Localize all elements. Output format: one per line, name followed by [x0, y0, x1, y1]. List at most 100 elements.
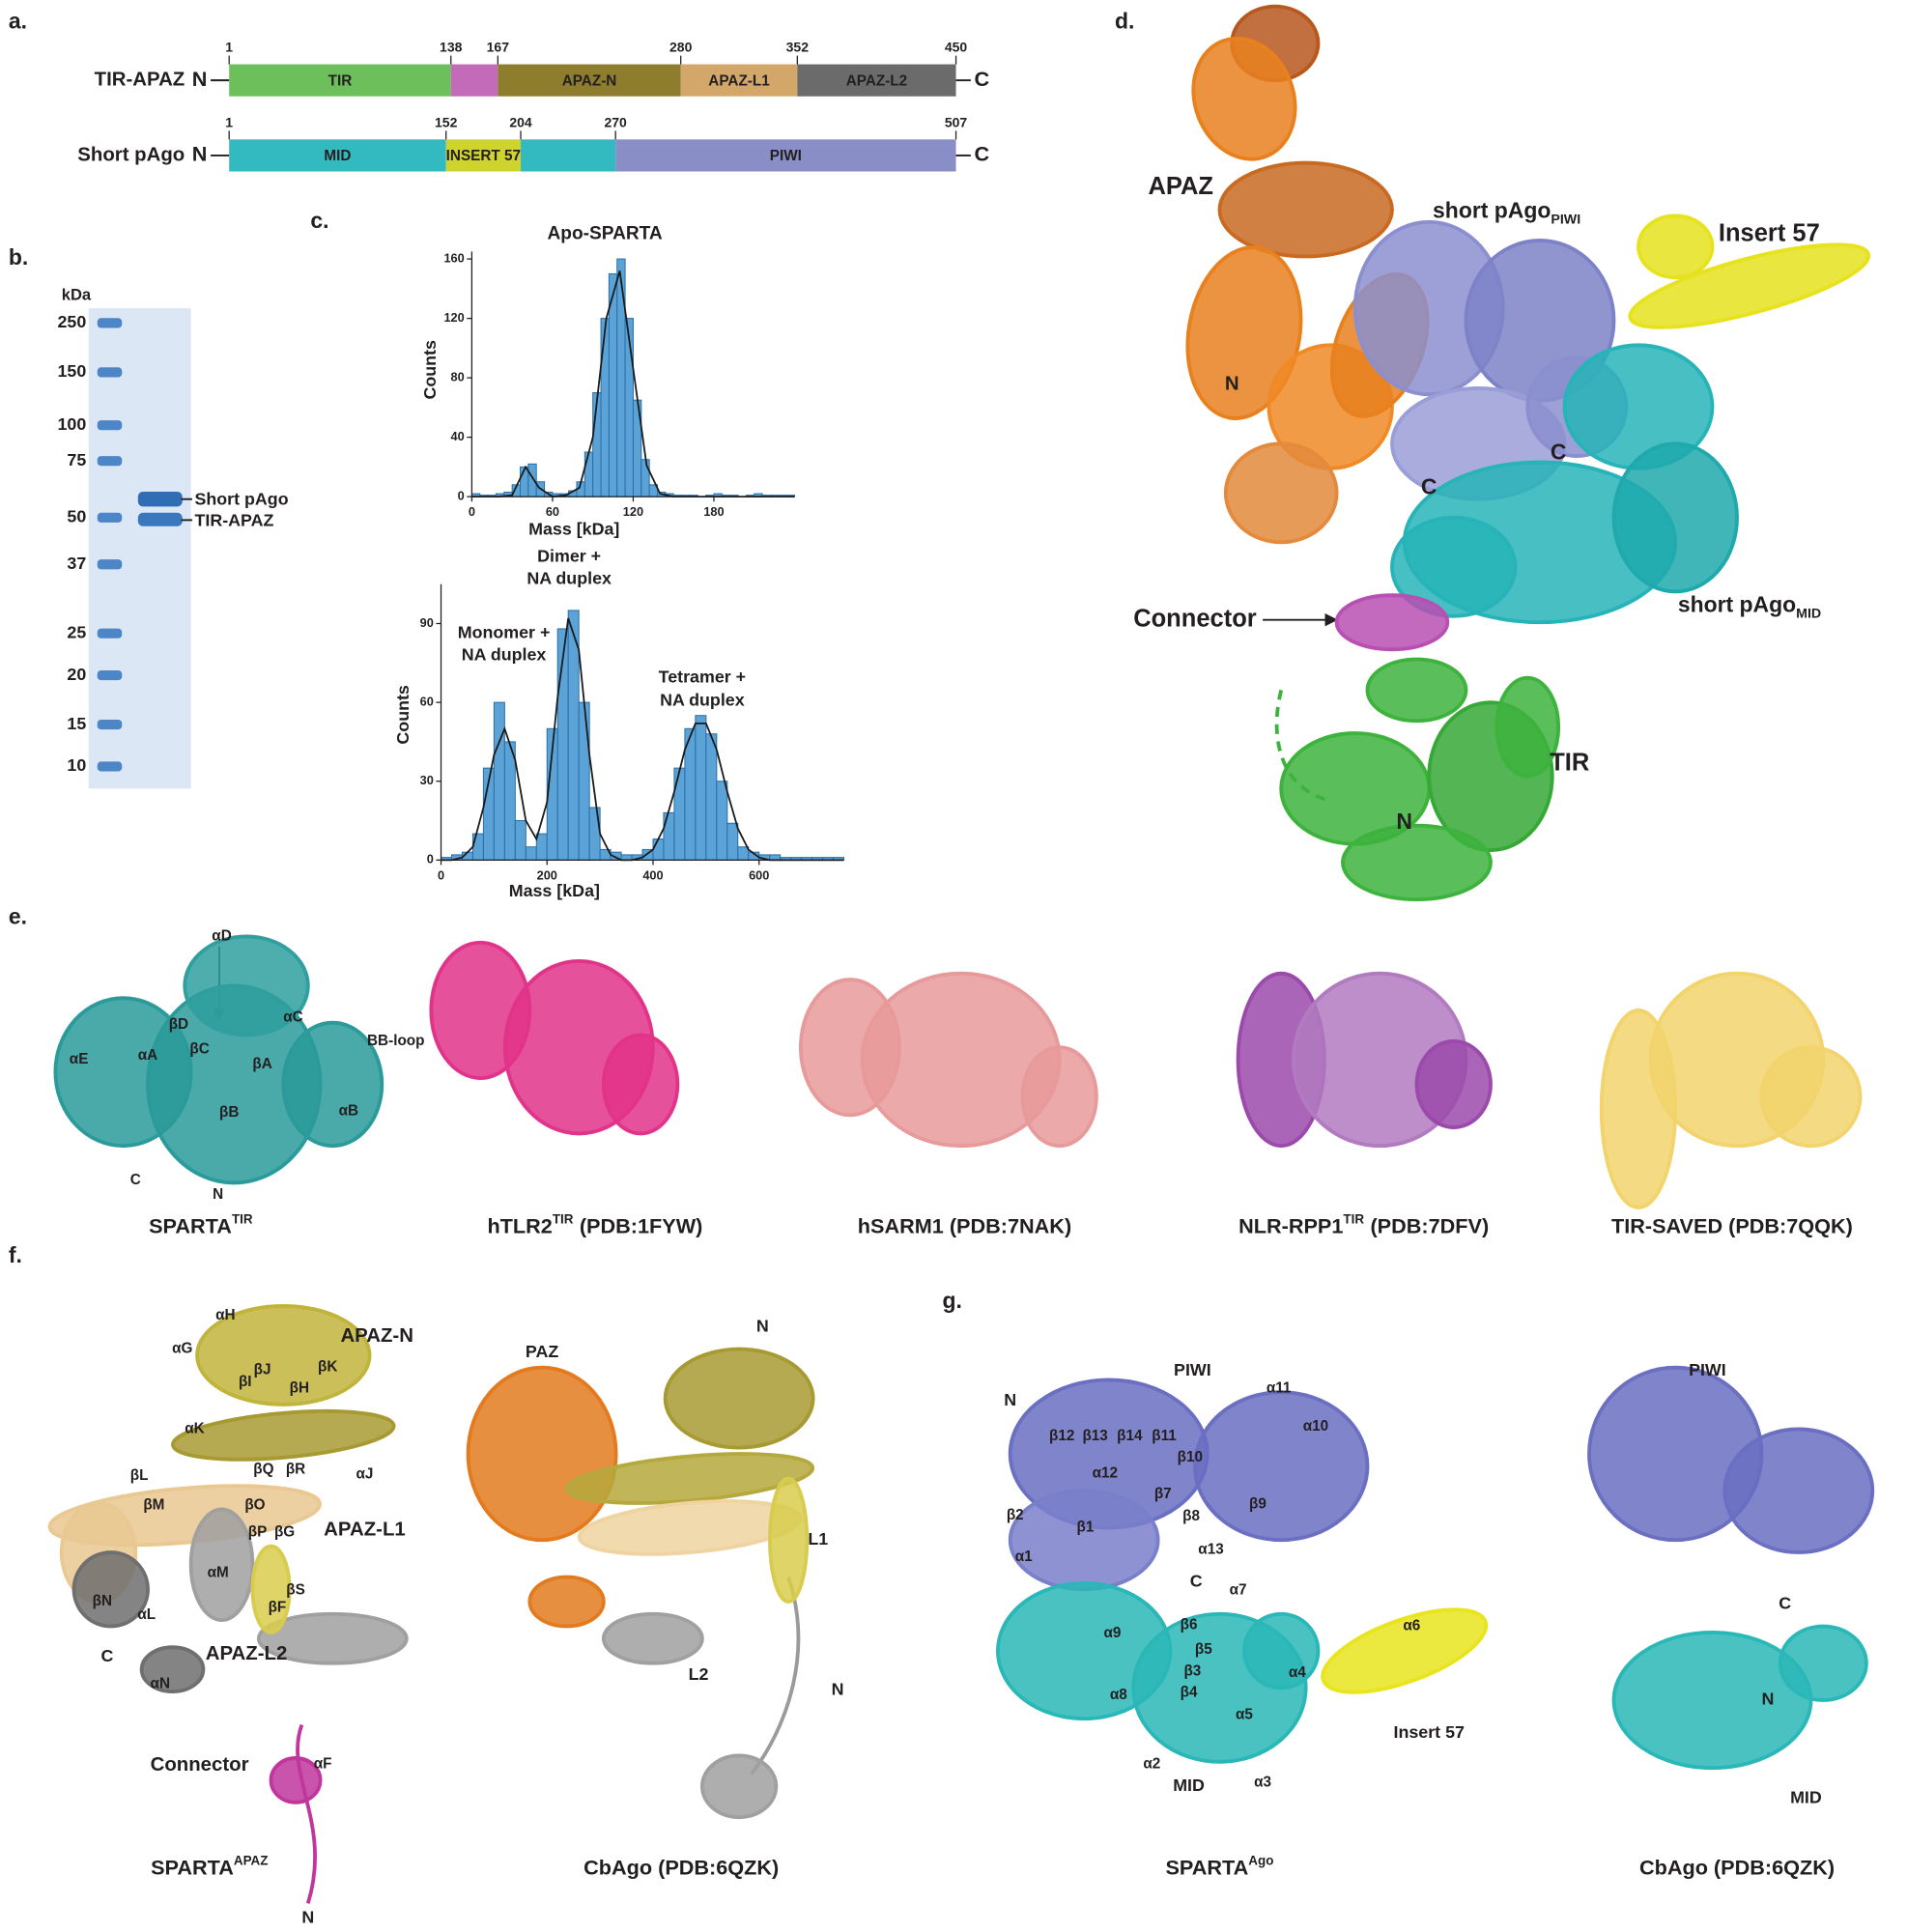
ladder-label: 150 [57, 361, 86, 381]
structure-label: N [301, 1907, 314, 1926]
structure-label: Connector [151, 1754, 249, 1776]
structure-ribbon [195, 1304, 372, 1406]
domain [797, 64, 956, 97]
structure-label: α7 [1230, 1582, 1247, 1599]
label-part: CbAgo (PDB:6QZK) [1639, 1855, 1835, 1879]
domain-name: APAZ-L2 [846, 72, 907, 89]
structure-ribbon [1321, 1607, 1489, 1694]
panel-label: f. [9, 1242, 22, 1267]
structure-label: αG [172, 1341, 192, 1357]
structure-label: β14 [1117, 1428, 1143, 1444]
structure-ribbon [1217, 160, 1394, 259]
structure-ribbon [1341, 823, 1493, 902]
caption: TIR-SAVED (PDB:7QQK) [1611, 1213, 1853, 1237]
domain [450, 64, 498, 97]
y-tick-label: 40 [451, 429, 465, 443]
domain [229, 64, 451, 97]
domain [445, 139, 522, 172]
structure-label: βJ [254, 1361, 271, 1378]
residue-number: 1 [225, 40, 233, 55]
structure-label: β13 [1082, 1428, 1107, 1444]
x-tick-label: 120 [623, 504, 643, 519]
structure-label: L2 [689, 1664, 709, 1684]
structure-label: βM [143, 1497, 164, 1514]
annotation: NA duplex [660, 691, 745, 710]
y-tick-label: 30 [420, 773, 434, 787]
histogram-bar [616, 258, 626, 497]
residue-number: 1 [225, 114, 233, 129]
structure-ribbon [601, 1611, 704, 1665]
y-tick-label: 80 [451, 369, 465, 384]
ladder-band [97, 669, 123, 681]
structure-label: α4 [1289, 1664, 1306, 1681]
structure-label: PIWI [1689, 1360, 1726, 1379]
label-part: (PDB:1FYW) [580, 1213, 703, 1237]
structure-label: PIWI [1174, 1360, 1211, 1379]
histogram-bar [684, 727, 697, 861]
structure-label: β2 [1007, 1507, 1024, 1523]
structure-ribbon [527, 1575, 606, 1629]
structure-ribbon [1494, 675, 1561, 779]
ladder-label: 250 [57, 312, 86, 331]
residue-number: 270 [604, 114, 627, 129]
y-axis-label: Counts [420, 340, 440, 400]
ladder-label: 50 [67, 507, 86, 526]
histogram-bar [663, 811, 675, 861]
domain-name: APAZ-L1 [708, 72, 770, 89]
structure-label: βC [189, 1041, 209, 1058]
structure-label: βH [290, 1379, 309, 1396]
x-tick-label: 600 [749, 867, 769, 882]
residue-number: 280 [669, 40, 693, 55]
annotation: Tetramer + [659, 667, 746, 686]
structure-label: α12 [1093, 1464, 1118, 1481]
structure-label: αL [137, 1606, 156, 1623]
annotation: NA duplex [527, 568, 612, 587]
label-part: (PDB:7DFV) [1370, 1213, 1489, 1237]
y-tick-label: 0 [458, 489, 465, 503]
panel-label: b. [9, 244, 28, 270]
structure-ribbon [1390, 515, 1518, 618]
structure-label: βS [286, 1582, 305, 1599]
structure-ribbon [1722, 1427, 1875, 1554]
structure-label: αM [208, 1565, 229, 1581]
structure-ribbon [1778, 1624, 1868, 1702]
structure-ribbon [699, 1753, 779, 1820]
structure-label: N [1004, 1390, 1016, 1409]
structure-label: αJ [356, 1466, 373, 1483]
panel-label: e. [9, 903, 27, 928]
structure-label: N [1225, 373, 1239, 394]
structure-ribbon [1223, 441, 1339, 545]
residue-number: 152 [435, 114, 458, 129]
structure-label: αC [283, 1009, 302, 1026]
y-tick-label: 160 [443, 250, 464, 265]
structure-ribbon [1414, 1038, 1493, 1129]
histogram-bar [503, 741, 516, 861]
ladder-band [97, 559, 123, 570]
ladder-label: 15 [67, 714, 86, 733]
annotation: NA duplex [462, 644, 547, 664]
label-part: CbAgo (PDB:6QZK) [583, 1855, 779, 1879]
structure-label: MID [1790, 1788, 1822, 1807]
structure-label: N [832, 1680, 844, 1699]
structure-label: β11 [1152, 1428, 1177, 1444]
unit: kDa [62, 286, 92, 304]
y-tick-label: 0 [427, 852, 434, 867]
structure-label: α8 [1110, 1687, 1127, 1703]
annotation: Monomer + [458, 622, 551, 641]
domain-name: INSERT 57 [446, 148, 521, 164]
panel-label: g. [943, 1288, 962, 1313]
structure-ribbon [1185, 245, 1303, 420]
ladder-band [97, 318, 123, 328]
structure-label: αE [70, 1051, 89, 1067]
structure-label: C [1421, 473, 1437, 498]
structure-label: β7 [1154, 1486, 1172, 1502]
terminus: N [192, 67, 208, 91]
residue-number: 204 [509, 114, 532, 129]
structure-label: βK [318, 1359, 337, 1376]
structure-label: α5 [1236, 1706, 1253, 1722]
structure-label: APAZ [1148, 173, 1213, 200]
panel-label: d. [1115, 8, 1134, 33]
ladder-band [97, 512, 123, 523]
label-part: SPARTA [151, 1855, 234, 1879]
structure-label: αF [314, 1755, 332, 1772]
